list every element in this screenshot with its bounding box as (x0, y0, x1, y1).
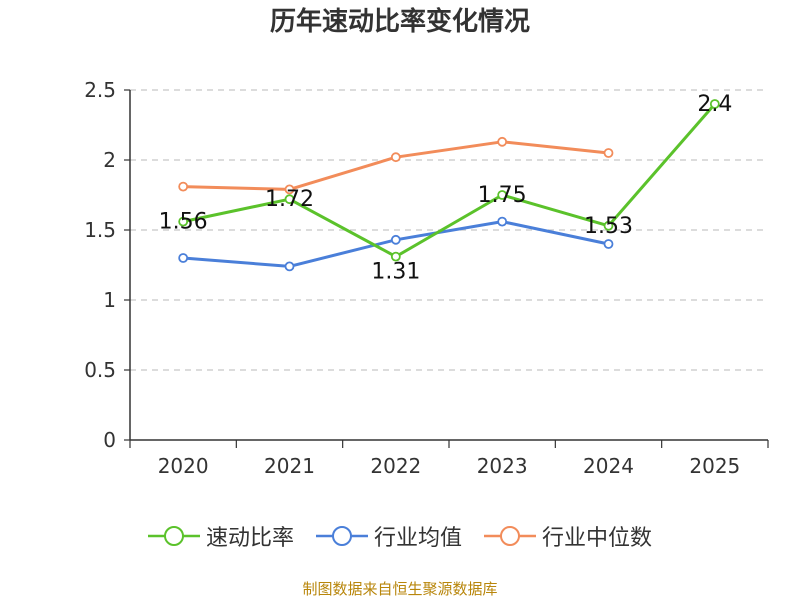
data-point (603, 220, 614, 231)
x-tick-label: 2024 (583, 454, 634, 478)
data-point (178, 216, 189, 227)
data-point (284, 194, 295, 205)
legend-item-quick-ratio[interactable]: 速动比率 (147, 520, 294, 552)
data-label: 2.4 (697, 92, 732, 117)
legend-swatch-industry-mean-icon (315, 526, 368, 546)
y-tick-label: 2.5 (84, 78, 116, 102)
data-point (390, 152, 401, 163)
data-point (709, 99, 720, 109)
legend-label-industry-mean: 行业均值 (373, 526, 462, 551)
legend-label-industry-median: 行业中位数 (542, 526, 653, 551)
data-label: 1.56 (159, 210, 208, 235)
x-tick-label: 2020 (158, 454, 209, 478)
source-note: 制图数据来自恒生聚源数据库 (302, 580, 498, 598)
data-point (497, 216, 508, 227)
legend: 速动比率 行业均值 行业中位数 (0, 520, 800, 552)
data-point (497, 190, 508, 200)
legend-item-industry-median[interactable]: 行业中位数 (484, 520, 652, 552)
data-point (284, 261, 295, 272)
data-label: 1.31 (371, 260, 420, 285)
x-tick-label: 2022 (370, 454, 421, 478)
legend-item-industry-mean[interactable]: 行业均值 (315, 520, 462, 552)
legend-swatch-quick-ratio-icon (147, 526, 200, 546)
chart-title: 历年速动比率变化情况 (269, 7, 530, 37)
data-label: 1.53 (584, 214, 633, 239)
y-tick-label: 0.5 (84, 358, 116, 382)
x-tick-label: 2023 (477, 454, 528, 478)
x-tick-label: 2021 (264, 454, 315, 478)
data-point (603, 148, 614, 158)
data-label: 1.72 (265, 187, 314, 212)
legend-swatch-industry-median-icon (484, 526, 536, 546)
data-point (603, 239, 614, 249)
legend-label-quick-ratio: 速动比率 (205, 526, 294, 551)
series-line (183, 140, 609, 191)
data-point (178, 253, 189, 263)
data-point (390, 234, 401, 245)
y-tick-label: 1 (103, 288, 116, 312)
y-tick-label: 1.5 (84, 218, 116, 242)
data-point (284, 184, 295, 195)
data-point (497, 136, 508, 147)
data-point (178, 181, 189, 192)
x-tick-label: 2025 (689, 454, 740, 478)
y-tick-label: 2 (103, 148, 116, 172)
y-tick-label: 0 (103, 428, 116, 452)
data-point (390, 251, 401, 262)
data-label: 1.75 (478, 183, 527, 208)
series-line (182, 103, 716, 259)
